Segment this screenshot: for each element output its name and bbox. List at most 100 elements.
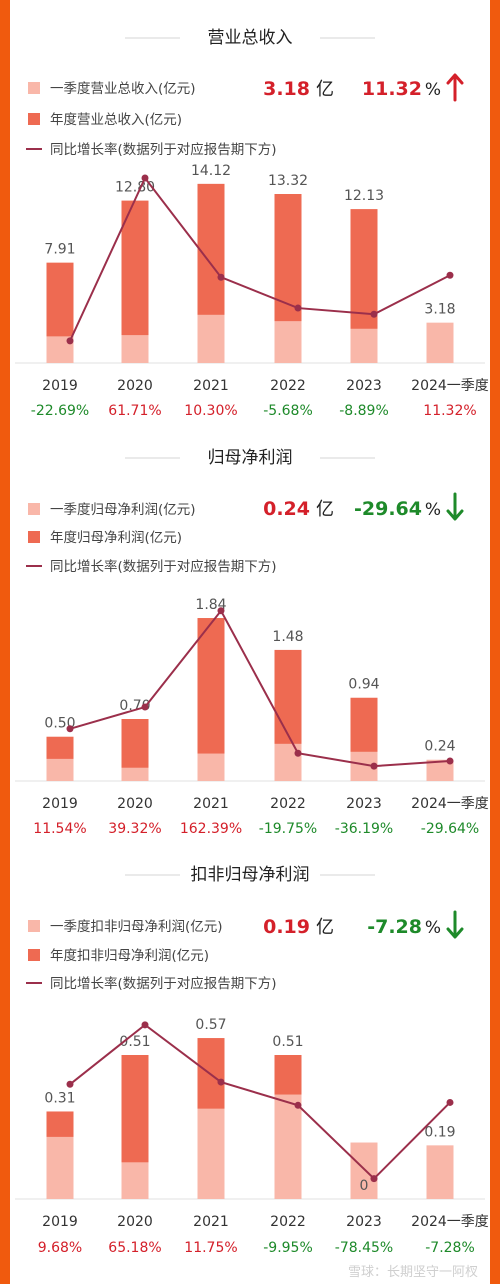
legend-label: 同比增长率(数据列于对应报告期下方) — [50, 141, 277, 158]
legend-label: 同比增长率(数据列于对应报告期下方) — [50, 975, 277, 992]
growth-point — [217, 273, 225, 281]
trend-up-icon — [446, 73, 464, 102]
growth-label: 39.32% — [108, 821, 161, 837]
legend-label: 一季度归母净利润(亿元) — [50, 501, 196, 518]
bar-value-label: 12.13 — [344, 188, 384, 204]
legend-label: 年度营业总收入(亿元) — [50, 112, 182, 128]
bar-value-label: 0.31 — [44, 1090, 75, 1106]
growth-label: -29.64% — [421, 821, 479, 837]
growth-label: 11.54% — [33, 821, 86, 837]
growth-point — [370, 762, 378, 770]
growth-label: -5.68% — [263, 403, 313, 419]
x-tick-label: 2020 — [117, 378, 153, 394]
bar-value-label: 0 — [360, 1178, 369, 1194]
legend-swatch — [28, 949, 40, 961]
growth-point — [446, 271, 454, 279]
growth-point — [66, 1080, 74, 1088]
q1-bar — [274, 743, 302, 781]
chart-title: 营业总收入 — [208, 28, 293, 48]
chart-title: 扣非归母净利润 — [191, 865, 310, 885]
growth-point — [294, 1101, 302, 1109]
chart-title: 归母净利润 — [208, 448, 293, 468]
x-tick-label: 2020 — [117, 1214, 153, 1230]
headline-pct-unit: % — [425, 80, 441, 100]
growth-point — [446, 1098, 454, 1106]
growth-point — [217, 1078, 225, 1086]
x-tick-label: 2021 — [193, 1214, 229, 1230]
x-tick-label: 2019 — [42, 796, 78, 812]
bar-value-label: 0.57 — [195, 1017, 226, 1033]
q1-bar — [46, 1136, 74, 1199]
headline-pct: -29.64 — [354, 498, 422, 520]
growth-label: -22.69% — [31, 403, 89, 419]
growth-point — [141, 1021, 149, 1029]
bar-value-label: 0.70 — [119, 698, 150, 714]
legend-swatch — [28, 531, 40, 543]
growth-label: 10.30% — [184, 403, 237, 419]
q1-bar — [274, 1094, 302, 1199]
x-tick-label: 2024一季度 — [411, 796, 489, 812]
growth-point — [141, 703, 149, 711]
q1-bar — [197, 1108, 225, 1199]
x-tick-label: 2023 — [346, 378, 382, 394]
growth-label: -7.28% — [425, 1240, 475, 1256]
x-tick-label: 2021 — [193, 378, 229, 394]
headline-unit: 亿 — [316, 917, 334, 938]
legend-label: 一季度扣非归母净利润(亿元) — [50, 918, 223, 935]
growth-point — [66, 337, 74, 345]
q1-bar — [121, 335, 149, 363]
bar-value-label: 13.32 — [268, 173, 308, 189]
bar-value-label: 3.18 — [424, 302, 455, 318]
headline-pct: -7.28 — [367, 916, 422, 938]
headline-value: 0.19 — [263, 916, 310, 938]
bar-value-label: 14.12 — [191, 163, 231, 179]
headline-value: 3.18 — [263, 78, 310, 100]
x-tick-label: 2019 — [42, 378, 78, 394]
q1-bar — [426, 1145, 454, 1199]
legend-label: 年度扣非归母净利润(亿元) — [50, 947, 209, 964]
headline-pct: 11.32 — [362, 78, 422, 100]
q1-bar — [121, 767, 149, 781]
growth-label: -19.75% — [259, 821, 317, 837]
x-tick-label: 2022 — [270, 796, 306, 812]
watermark-text: 雪球：长期坚守一阿杈 — [348, 1265, 478, 1280]
bar-value-label: 12.80 — [115, 180, 155, 196]
legend-label: 年度归母净利润(亿元) — [50, 529, 182, 546]
x-tick-label: 2024一季度 — [411, 378, 489, 394]
legend-swatch — [28, 82, 40, 94]
x-tick-label: 2022 — [270, 1214, 306, 1230]
x-tick-label: 2023 — [346, 796, 382, 812]
x-tick-label: 2022 — [270, 378, 306, 394]
headline-unit: 亿 — [316, 79, 334, 100]
growth-label: -9.95% — [263, 1240, 313, 1256]
growth-point — [66, 725, 74, 733]
growth-point — [446, 757, 454, 765]
x-tick-label: 2023 — [346, 1214, 382, 1230]
headline-value: 0.24 — [263, 498, 310, 520]
q1-bar — [121, 1162, 149, 1199]
growth-point — [294, 304, 302, 312]
growth-label: -78.45% — [335, 1240, 393, 1256]
x-tick-label: 2021 — [193, 796, 229, 812]
trend-down-icon — [446, 492, 464, 521]
trend-down-icon — [446, 910, 464, 939]
q1-bar — [197, 753, 225, 781]
growth-line — [69, 176, 451, 342]
q1-bar — [426, 322, 454, 363]
growth-label: 162.39% — [180, 821, 242, 837]
bar-value-label: 0.24 — [424, 739, 455, 755]
growth-label: 11.32% — [423, 403, 476, 419]
bar-value-label: 1.48 — [272, 629, 303, 645]
x-tick-label: 2019 — [42, 1214, 78, 1230]
growth-label: 65.18% — [108, 1240, 161, 1256]
x-tick-label: 2020 — [117, 796, 153, 812]
growth-line — [69, 608, 451, 768]
q1-bar — [46, 758, 74, 781]
growth-point — [141, 174, 149, 182]
q1-bar — [274, 321, 302, 363]
q1-bar — [197, 314, 225, 363]
